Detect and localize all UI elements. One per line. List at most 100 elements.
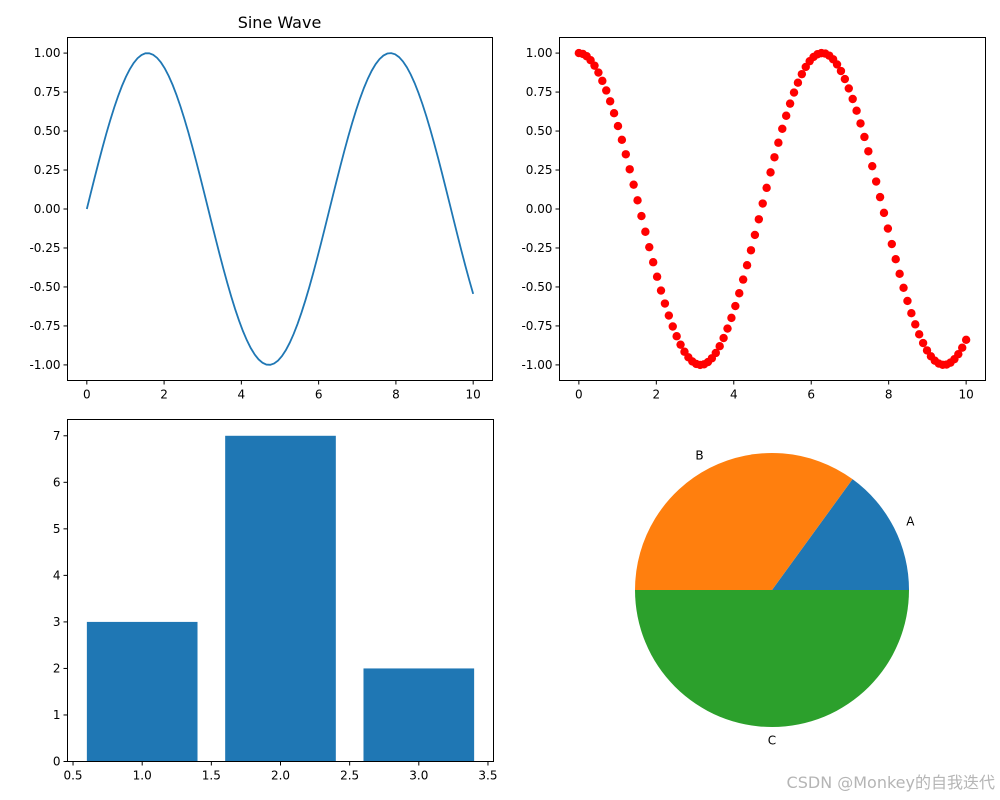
ax1-y-tick-label: 0.00 — [34, 202, 61, 216]
pie-slice-c — [635, 590, 909, 727]
ax1-x-tick-label: 10 — [466, 388, 481, 402]
cosine-scatter-point — [832, 60, 842, 69]
ax3-y-tick-label: 2 — [53, 661, 61, 675]
bar-x-ticks: 0.5 1.0 1.5 2.0 2.5 3.0 3.5 — [63, 761, 498, 783]
cosine-scatter-point — [590, 61, 599, 70]
ax1-y-tick-label: -1.00 — [29, 358, 60, 372]
ax2-x-tick-label: 4 — [730, 388, 738, 402]
sine-plot-area — [85, 52, 475, 366]
cosine-scatter-point — [605, 97, 615, 106]
cosine-scatter-point — [789, 88, 799, 97]
pie-label-a: A — [906, 515, 915, 529]
cosine-scatter-point — [660, 299, 670, 308]
cosine-scatter-point — [598, 76, 607, 86]
cosine-scatter-point — [856, 119, 865, 128]
bar-y-ticks: 0 1 2 3 4 5 6 7 — [53, 429, 68, 769]
cosine-scatter-point — [875, 192, 885, 202]
ax3-x-tick-label: 3.5 — [478, 769, 497, 783]
cosine-scatter-point — [793, 78, 803, 87]
ax2-x-tick-label: 0 — [575, 388, 583, 402]
cosine-plot-area — [574, 48, 971, 370]
cosine-scatter-point — [848, 94, 857, 104]
cosine-scatter-point — [609, 109, 619, 118]
ax2-y-tick-label: -0.50 — [521, 280, 552, 294]
cosine-scatter-point — [785, 99, 795, 108]
cosine-scatter-point — [602, 86, 611, 95]
ax2-x-tick-label: 8 — [885, 388, 893, 402]
cosine-scatter-point — [778, 124, 787, 134]
ax3-y-tick-label: 3 — [53, 615, 61, 629]
cosine-scatter-point — [797, 69, 807, 79]
cosine-scatter-point — [617, 135, 627, 145]
ax3-y-tick-label: 7 — [53, 429, 61, 443]
cosine-scatter-point — [860, 132, 869, 142]
cosine-scatter-point — [883, 224, 893, 233]
bar-3 — [363, 668, 475, 762]
ax1-y-tick-label: 0.50 — [34, 124, 61, 138]
ax3-y-tick-label: 4 — [53, 568, 61, 582]
watermark: CSDN @Monkey的自我迭代 — [787, 773, 995, 792]
ax1-y-tick-label: -0.50 — [29, 280, 60, 294]
cosine-scatter-point — [911, 320, 920, 329]
cosine-scatter-point — [958, 343, 967, 352]
sine-chart-title: Sine Wave — [238, 13, 322, 32]
ax3-y-tick-label: 6 — [53, 475, 61, 489]
ax3-x-tick-label: 0.5 — [63, 769, 82, 783]
ax1-y-tick-label: 1.00 — [34, 46, 61, 60]
ax2-y-tick-label: -1.00 — [521, 358, 552, 372]
cosine-scatter-point — [836, 66, 846, 76]
cosine-scatter-point — [656, 286, 666, 295]
cosine-scatter-point — [648, 258, 658, 267]
cosine-scatter-point — [907, 308, 916, 318]
cosine-scatter-point — [852, 106, 861, 115]
ax3-y-tick-label: 0 — [53, 755, 61, 769]
cosine-scatter-point — [711, 348, 720, 358]
cosine-scatter-point — [723, 324, 732, 333]
cosine-scatter-point — [762, 183, 771, 193]
ax2-y-tick-label: -0.75 — [521, 319, 552, 333]
cosine-scatter-point — [770, 153, 779, 162]
cosine-scatter-point — [903, 296, 912, 306]
ax1-x-tick-label: 0 — [83, 388, 91, 402]
cosine-scatter-point — [750, 230, 760, 240]
sine-series-line — [85, 52, 475, 366]
sine-y-ticks: -1.00 -0.75 -0.50 -0.25 0.00 0.25 0.50 0.75 1.00 — [29, 46, 68, 372]
bar-chart: 0.5 1.0 1.5 2.0 2.5 3.0 3.5 0 1 2 3 4 5 6 7 — [53, 419, 498, 783]
cosine-scatter-point — [668, 322, 677, 331]
ax2-x-tick-label: 10 — [958, 388, 973, 402]
cosine-y-ticks: -1.00 -0.75 -0.50 -0.25 0.00 0.25 0.50 0.75 1.00 — [521, 46, 560, 372]
ax2-y-tick-label: 0.50 — [526, 124, 553, 138]
pie-chart: A B C — [635, 449, 915, 748]
cosine-scatter-point — [594, 68, 603, 77]
ax2-y-tick-label: 1.00 — [526, 46, 553, 60]
ax1-y-tick-label: -0.25 — [29, 241, 60, 255]
cosine-scatter-point — [864, 147, 873, 156]
cosine-scatter-point — [961, 335, 971, 345]
cosine-scatter-point — [715, 342, 724, 351]
cosine-scatter-point — [738, 275, 748, 284]
ax3-x-tick-label: 1.5 — [202, 769, 221, 783]
ax2-y-tick-label: 0.25 — [526, 163, 553, 177]
ax3-y-tick-label: 5 — [53, 522, 61, 536]
cosine-scatter-point — [664, 311, 674, 320]
cosine-scatter-point — [758, 199, 767, 208]
ax1-y-tick-label: 0.75 — [34, 85, 61, 99]
pie-slice-b — [635, 452, 853, 590]
cosine-scatter-point — [613, 121, 623, 131]
cosine-scatter-point — [625, 165, 634, 174]
cosine-scatter-point — [637, 211, 646, 221]
cosine-x-ticks: 0 2 4 6 8 10 — [575, 380, 974, 402]
cosine-scatter-point — [868, 161, 877, 171]
cosine-scatter-point — [954, 349, 963, 359]
pie-label-c: C — [768, 734, 776, 748]
cosine-scatter-point — [676, 340, 685, 349]
cosine-scatter-point — [774, 138, 783, 147]
cosine-scatter-point — [742, 261, 752, 270]
ax2-y-tick-label: 0.75 — [526, 85, 553, 99]
sine-line-chart: Sine Wave 0 2 4 6 8 10 -1.00 -0.75 -0.50 -0.25 0.… — [29, 13, 493, 402]
pie-label-b: B — [695, 449, 703, 463]
ax3-x-tick-label: 1.0 — [133, 769, 152, 783]
cosine-scatter-point — [871, 177, 881, 186]
cosine-scatter-point — [727, 313, 736, 323]
